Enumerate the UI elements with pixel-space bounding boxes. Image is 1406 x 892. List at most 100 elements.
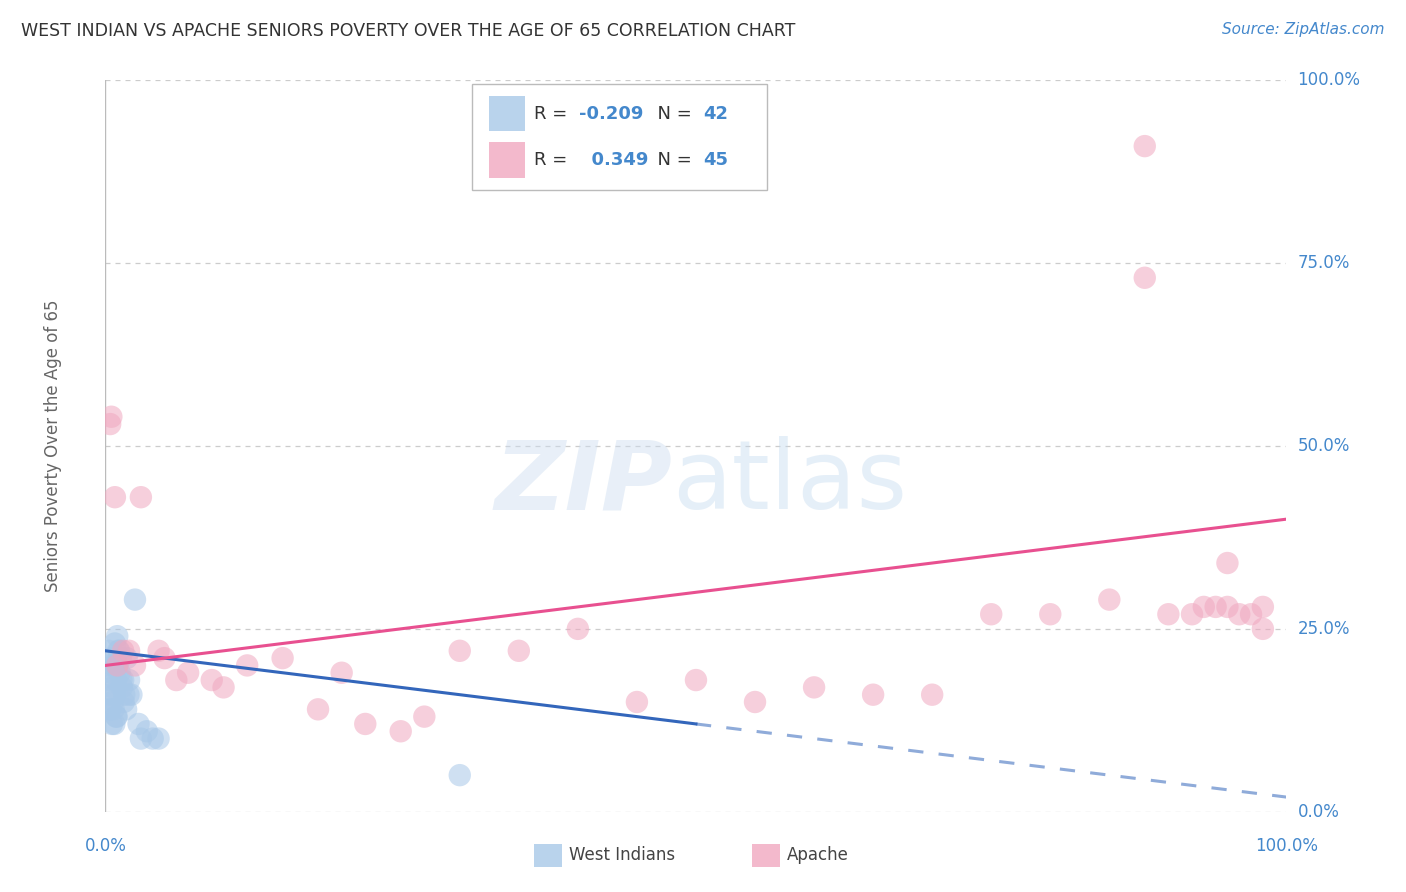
Point xyxy=(108,644,131,658)
Text: 75.0%: 75.0% xyxy=(1298,254,1350,272)
Point xyxy=(413,709,436,723)
Point xyxy=(1227,607,1250,622)
Point xyxy=(111,681,134,695)
Point xyxy=(105,709,128,723)
Point xyxy=(105,709,128,723)
Point xyxy=(1181,607,1204,622)
Point xyxy=(105,658,128,673)
Bar xyxy=(489,96,524,131)
Point xyxy=(110,673,132,687)
Point xyxy=(142,731,165,746)
Point xyxy=(153,651,176,665)
Point xyxy=(101,681,124,695)
Point xyxy=(115,651,138,665)
Bar xyxy=(489,143,524,178)
Point xyxy=(105,673,128,687)
Point xyxy=(1216,599,1239,614)
Text: 0.0%: 0.0% xyxy=(84,837,127,855)
Point xyxy=(1216,556,1239,570)
Point xyxy=(1133,270,1156,285)
Point xyxy=(1251,622,1274,636)
Text: Source: ZipAtlas.com: Source: ZipAtlas.com xyxy=(1222,22,1385,37)
Text: WEST INDIAN VS APACHE SENIORS POVERTY OVER THE AGE OF 65 CORRELATION CHART: WEST INDIAN VS APACHE SENIORS POVERTY OV… xyxy=(21,22,796,40)
Point xyxy=(105,658,128,673)
Point xyxy=(449,644,471,658)
Point xyxy=(98,702,121,716)
Text: 0.349: 0.349 xyxy=(579,151,648,169)
Point xyxy=(626,695,648,709)
Point xyxy=(1098,592,1121,607)
Point xyxy=(103,717,125,731)
Point xyxy=(97,658,120,673)
Point xyxy=(1240,607,1263,622)
Point xyxy=(98,688,121,702)
Point xyxy=(98,417,121,431)
Point xyxy=(1192,599,1215,614)
Point xyxy=(101,695,124,709)
Point xyxy=(508,644,530,658)
Text: 0.0%: 0.0% xyxy=(1298,803,1340,821)
Point xyxy=(112,644,135,658)
Text: 42: 42 xyxy=(703,105,728,123)
Point xyxy=(118,644,141,658)
Point xyxy=(100,409,122,424)
Point xyxy=(980,607,1002,622)
Point xyxy=(1039,607,1062,622)
Point xyxy=(271,651,294,665)
Point xyxy=(236,658,259,673)
Text: Apache: Apache xyxy=(787,847,849,864)
Point xyxy=(921,688,943,702)
Point xyxy=(177,665,200,680)
Point xyxy=(108,665,131,680)
Point xyxy=(135,724,157,739)
Point xyxy=(354,717,377,731)
Point xyxy=(100,665,122,680)
Point xyxy=(330,665,353,680)
Point xyxy=(112,688,135,702)
Point xyxy=(165,673,187,687)
Point xyxy=(201,673,224,687)
Point xyxy=(449,768,471,782)
Text: 45: 45 xyxy=(703,151,728,169)
Point xyxy=(104,490,127,504)
Point xyxy=(112,695,135,709)
Point xyxy=(112,673,135,687)
Point xyxy=(1133,139,1156,153)
Point xyxy=(1251,599,1274,614)
Point xyxy=(105,629,128,643)
Point xyxy=(1205,599,1227,614)
Point xyxy=(118,673,141,687)
Point xyxy=(128,717,150,731)
Point xyxy=(803,681,825,695)
Point xyxy=(104,688,127,702)
Point xyxy=(98,673,121,687)
Text: R =: R = xyxy=(534,151,574,169)
Text: ZIP: ZIP xyxy=(495,436,672,529)
Text: atlas: atlas xyxy=(672,436,907,529)
Text: N =: N = xyxy=(647,105,697,123)
Point xyxy=(101,717,124,731)
Text: Seniors Poverty Over the Age of 65: Seniors Poverty Over the Age of 65 xyxy=(44,300,62,592)
Point xyxy=(110,651,132,665)
Point xyxy=(212,681,235,695)
Point xyxy=(567,622,589,636)
Text: West Indians: West Indians xyxy=(569,847,675,864)
Point xyxy=(129,490,152,504)
Point xyxy=(98,702,121,716)
Point xyxy=(104,636,127,650)
Text: 25.0%: 25.0% xyxy=(1298,620,1350,638)
Text: 100.0%: 100.0% xyxy=(1256,837,1317,855)
Text: 100.0%: 100.0% xyxy=(1298,71,1361,89)
Point xyxy=(1157,607,1180,622)
Text: R =: R = xyxy=(534,105,574,123)
Text: N =: N = xyxy=(647,151,697,169)
Point xyxy=(103,702,125,716)
Point xyxy=(148,644,170,658)
Point xyxy=(129,731,152,746)
FancyBboxPatch shape xyxy=(471,84,766,190)
Point xyxy=(98,644,121,658)
Point xyxy=(148,731,170,746)
Point xyxy=(124,592,146,607)
Point xyxy=(685,673,707,687)
Point xyxy=(120,688,142,702)
